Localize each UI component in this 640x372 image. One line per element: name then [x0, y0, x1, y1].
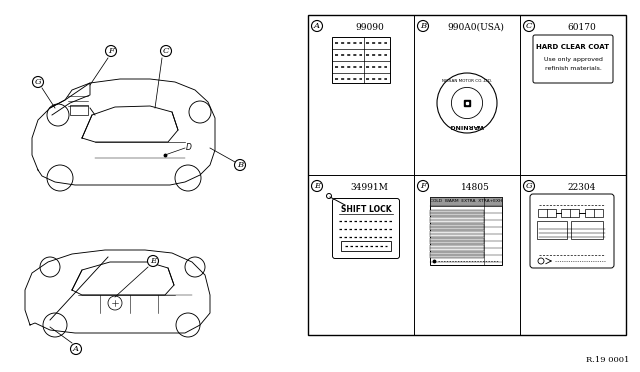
Bar [430, 197, 502, 265]
Bar [430, 238, 484, 244]
Text: 60170: 60170 [567, 22, 596, 32]
Bar [341, 241, 391, 251]
Bar [430, 217, 484, 223]
Text: Use only approved: Use only approved [543, 57, 602, 61]
Text: E: E [150, 257, 156, 265]
Text: E: E [314, 182, 320, 190]
Text: 990A0(USA): 990A0(USA) [447, 22, 504, 32]
Text: R.19 0001: R.19 0001 [586, 356, 630, 364]
Text: B: B [237, 161, 243, 169]
Text: A: A [314, 22, 320, 30]
Text: 22304: 22304 [567, 183, 596, 192]
Text: WARNING: WARNING [450, 123, 484, 128]
Text: F: F [420, 182, 426, 190]
Text: SHIFT LOCK: SHIFT LOCK [340, 205, 391, 215]
Text: 34991M: 34991M [351, 183, 388, 192]
Text: G: G [525, 182, 532, 190]
Bar [430, 231, 484, 237]
Bar [70, 105, 88, 115]
Bar [537, 221, 567, 239]
Bar [430, 210, 484, 216]
Bar [538, 209, 556, 217]
Text: refinish materials.: refinish materials. [545, 67, 602, 71]
Text: G: G [35, 78, 42, 86]
Text: F: F [108, 47, 114, 55]
Text: C: C [526, 22, 532, 30]
Bar [308, 15, 626, 335]
Text: 99090: 99090 [355, 22, 384, 32]
Text: D: D [186, 142, 192, 151]
Bar [571, 221, 603, 239]
Text: NISSAN MOTOR CO.,LTD.: NISSAN MOTOR CO.,LTD. [442, 79, 492, 83]
Text: B: B [420, 22, 426, 30]
Bar [332, 37, 390, 83]
Bar [430, 252, 484, 258]
Bar [430, 224, 484, 230]
Text: C: C [163, 47, 169, 55]
Text: HARD CLEAR COAT: HARD CLEAR COAT [536, 44, 609, 50]
Bar [561, 209, 579, 217]
Text: 14805: 14805 [461, 183, 490, 192]
Bar [430, 197, 502, 206]
Text: COLD  WARM  EXTRA  XTRA+EXH: COLD WARM EXTRA XTRA+EXH [430, 199, 502, 203]
Text: A: A [73, 345, 79, 353]
Bar [430, 245, 484, 251]
Bar [585, 209, 603, 217]
